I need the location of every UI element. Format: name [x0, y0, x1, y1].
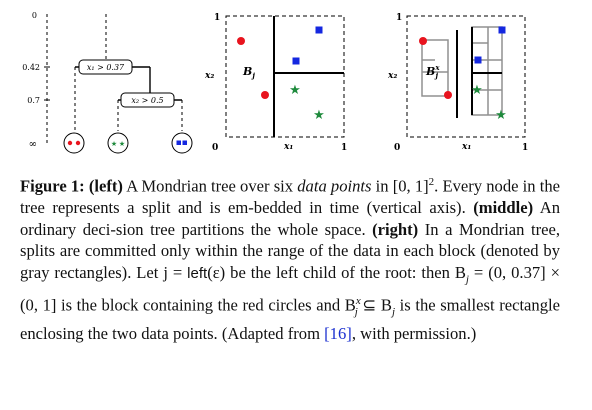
left-panel-mondrian-tree: 0 0.42 0.7 ∞ x₁ > 0.37 x₂ > 0.5 ★ ★ [22, 11, 193, 154]
middle-tag: (middle) [473, 198, 534, 218]
leaf-green [107, 132, 129, 154]
svg-text:★: ★ [111, 140, 117, 148]
x-tick-1: 1 [341, 143, 347, 153]
blue-point [292, 57, 300, 65]
tick-0-42: 0.42 [22, 63, 40, 72]
red-point [237, 37, 245, 45]
green-point: ★ [289, 83, 301, 98]
root-split-label: x₁ > 0.37 [87, 63, 125, 72]
citation-link[interactable]: [16] [324, 324, 352, 344]
block-label: Bj [242, 65, 255, 80]
origin-0: 0 [212, 143, 218, 153]
red-point [419, 37, 427, 45]
tick-0: 0 [32, 11, 37, 20]
right-tag: (right) [372, 219, 419, 239]
figure-1: 0 0.42 0.7 ∞ x₁ > 0.37 x₂ > 0.5 ★ ★ [22, 11, 528, 154]
blue-point [474, 56, 482, 64]
x-tick-1: 1 [522, 143, 528, 153]
y-axis-label: x₂ [387, 71, 397, 81]
blue-point [315, 26, 323, 34]
root-split-node [78, 59, 133, 75]
green-point: ★ [495, 108, 507, 123]
svg-text:★: ★ [119, 140, 125, 148]
gray-block-left [421, 39, 449, 97]
green-point: ★ [313, 108, 325, 123]
x-axis-label: x₁ [461, 142, 471, 152]
figure-label: Figure 1: [20, 176, 85, 196]
second-split-node [120, 92, 175, 108]
leaf-blue [171, 132, 193, 154]
block-label: Bx j [425, 63, 440, 80]
y-tick-1: 1 [214, 13, 220, 23]
tick-infinity: ∞ [29, 139, 37, 150]
leaf-red [63, 132, 85, 154]
origin-0: 0 [394, 143, 400, 153]
tick-0-7: 0.7 [27, 96, 40, 105]
x-axis-label: x₁ [283, 142, 293, 152]
left-tag: (left) [88, 176, 123, 196]
second-split-label: x₂ > 0.5 [131, 96, 163, 105]
green-point: ★ [471, 83, 483, 98]
red-point [444, 91, 452, 99]
figure-caption: Figure 1: (left) A Mondrian tree over si… [20, 176, 560, 344]
gray-block-right [471, 26, 503, 116]
red-point [261, 91, 269, 99]
middle-panel-decision-tree: 1 0 1 x₁ x₂ Bj ★ ★ [204, 13, 347, 153]
y-tick-1: 1 [396, 13, 402, 23]
y-axis-label: x₂ [204, 71, 214, 81]
blue-point [498, 26, 506, 34]
right-panel-mondrian-partition: 1 0 1 x₁ x₂ Bx j ★ ★ [387, 13, 528, 153]
